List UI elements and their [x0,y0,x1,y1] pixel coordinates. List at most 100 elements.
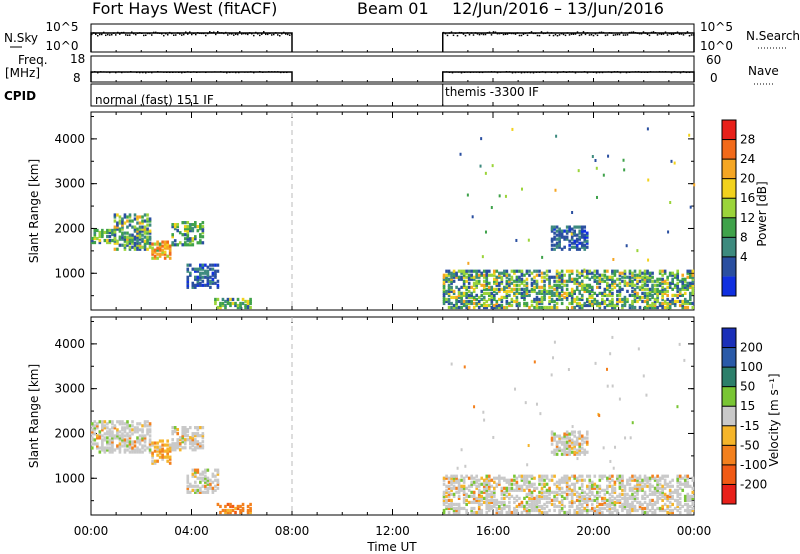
velocity-cell [555,498,559,503]
velocity-cell [465,494,468,498]
power-cell [616,269,619,273]
nave-sample [580,71,583,73]
velocity-cell [608,480,612,484]
velocity-cell [480,476,484,480]
power-cell [583,247,587,251]
velocity-cell [565,474,569,478]
velocity-cell [196,444,200,448]
velocity-cell [487,508,491,513]
power-cell [563,237,566,241]
power-cell [648,297,652,302]
velocity-scatter [492,435,495,439]
velocity-cell [445,498,448,503]
velocity-cell [548,496,551,500]
power-cell [513,271,516,275]
nave-sample [460,72,463,74]
power-cell [623,299,627,304]
power-cell [585,299,589,304]
velocity-cell [648,486,652,490]
nave-sample [166,71,168,73]
velocity-cell [580,446,584,450]
nsky-sample [508,32,511,34]
power-cell [613,273,617,277]
power-cell [188,223,192,227]
velocity-cell [573,508,576,513]
power-cell [633,277,637,281]
power-cell [658,291,662,295]
velocity-cell [613,480,617,484]
power-cell [606,303,609,308]
velocity-cell [598,510,602,515]
velocity-cell [191,432,195,436]
velocity-cell [603,500,607,505]
velocity-cell [128,450,132,454]
power-cell [628,293,632,298]
power-cell [206,269,210,273]
velocity-cell [618,484,622,488]
velocity-cell [204,476,207,480]
velocity-cell [688,484,692,488]
power-colorbar-swatch [722,217,736,238]
velocity-cell [608,498,612,503]
power-cell [503,305,506,310]
power-cell [590,285,594,289]
power-cell [176,225,180,229]
power-cell [199,271,202,275]
power-cell [603,305,607,310]
power-cell [558,227,561,231]
power-cell [540,297,544,302]
velocity-cell [588,474,592,478]
power-cell [560,285,564,289]
nsky-sample [259,34,261,37]
power-cell [548,283,551,287]
velocity-cell [611,500,614,505]
cpid-label: CPID [4,89,36,103]
power-cell [181,221,185,225]
velocity-colorbar-frame [721,327,737,505]
power-cell [498,303,501,308]
velocity-cell [663,494,667,498]
velocity-cell [560,448,564,452]
power-cell [520,279,524,283]
power-cell [671,287,674,291]
velocity-cell [553,432,556,436]
power-cell [141,229,144,233]
power-cell [128,247,132,251]
velocity-cell [598,474,602,478]
velocity-cell [568,436,571,440]
velocity-cell [583,440,587,444]
velocity-cell [628,504,632,509]
power-cell [128,245,132,249]
velocity-cell [583,436,587,440]
velocity-cell [485,482,489,486]
power-cell [646,269,649,273]
power-cell [681,277,685,281]
power-cell [666,277,669,281]
velocity-cell [500,502,504,507]
power-cell [462,273,466,277]
velocity-cell [108,430,112,434]
velocity-cell [528,496,531,500]
velocity-cell [608,502,612,507]
power-cell [558,237,561,241]
power-cell [606,281,609,285]
velocity-cell [457,490,461,494]
velocity-cell [116,434,119,438]
power-scatter [607,154,610,158]
velocity-cell [613,506,617,511]
velocity-cell [176,432,180,436]
nave-sample [625,72,628,74]
power-cell [575,247,579,251]
velocity-cell [623,506,627,511]
velocity-cell [643,500,647,505]
power-cell [565,305,569,310]
velocity-cell [482,486,486,490]
power-cell [688,297,692,302]
power-cell [178,241,182,245]
velocity-cell [573,482,576,486]
velocity-cell [158,445,162,449]
velocity-cell [482,488,486,492]
power-cell [126,231,129,235]
velocity-cell [186,428,190,432]
power-cell [442,291,446,295]
